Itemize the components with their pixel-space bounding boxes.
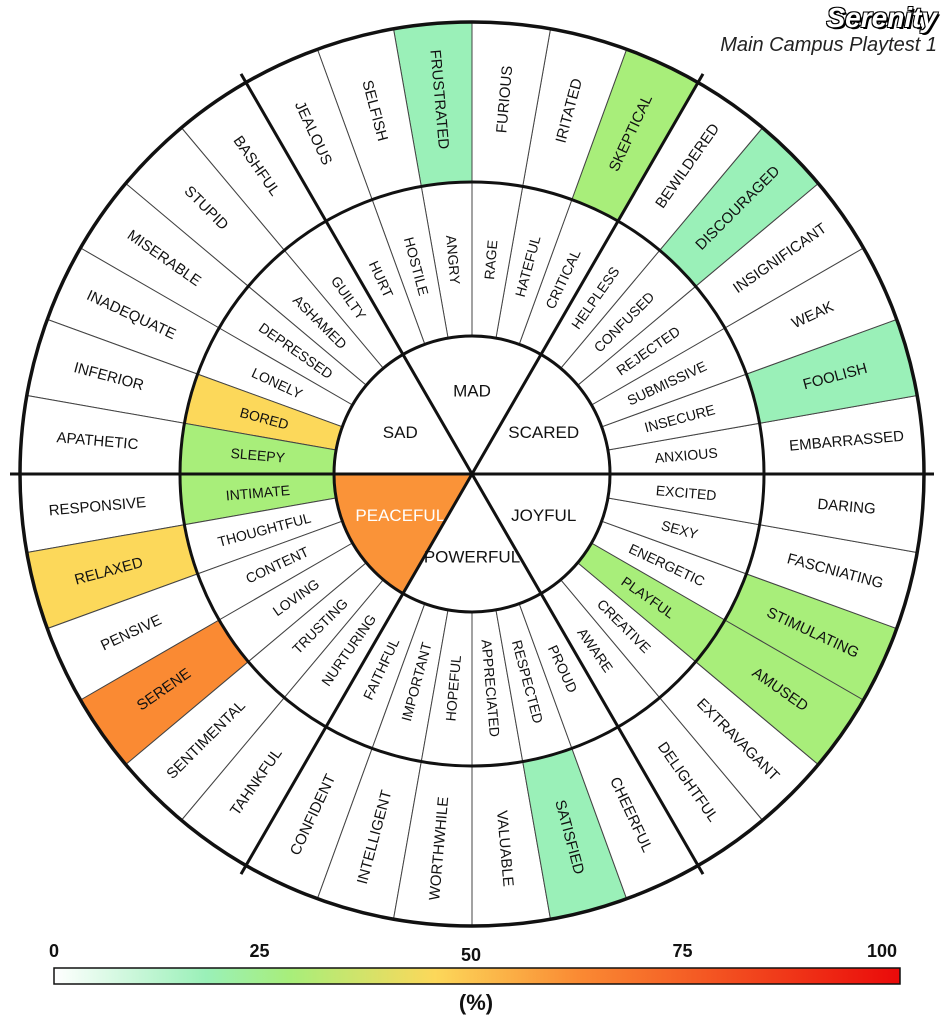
emotion-wheel: RESPONSIVERELAXEDPENSIVESERENESENTIMENTA… [10,20,934,928]
core-label-peaceful: PEACEFUL [355,506,445,525]
scale-tick-label: 25 [249,941,269,961]
core-label-sad: SAD [383,423,418,442]
outer-label-furious: FURIOUS [493,65,516,134]
middle-label-rage: RAGE [481,239,500,280]
middle-label-excited: EXCITED [655,482,717,503]
scale-tick-label: 0 [49,941,59,961]
outer-ring: RESPONSIVERELAXEDPENSIVESERENESENTIMENTA… [19,21,925,927]
core-label-mad: MAD [453,382,491,401]
scale-tick-label: 75 [672,941,692,961]
title-block: Serenity Main Campus Playtest 1 [720,1,938,56]
outer-label-valuable: VALUABLE [493,810,517,888]
core-label-powerful: POWERFUL [424,547,520,566]
middle-label-anxious: ANXIOUS [654,445,718,466]
scale-unit-label: (%) [459,990,493,1015]
chart-title: Serenity [826,1,938,33]
category-divider [470,473,705,875]
color-scale-bar [53,967,901,985]
scale-tick-label: 100 [867,941,897,961]
middle-ring: INTIMATETHOUGHTFULCONTENTLOVINGTRUSTINGN… [179,181,765,767]
middle-label-angry: ANGRY [443,234,463,285]
middle-label-intimate: INTIMATE [225,482,290,504]
outer-label-daring: DARING [817,496,877,518]
category-divider [239,473,474,875]
scale-tick-label: 50 [461,945,481,965]
category-divider [239,73,474,475]
core-label-scared: SCARED [508,423,579,442]
middle-label-sleepy: SLEEPY [230,445,286,466]
core-label-joyful: JOYFUL [511,506,576,525]
color-scale-legend: 0 25 50 75 100 (%) [49,941,901,1015]
category-divider [470,73,705,475]
middle-label-hopeful: HOPEFUL [442,654,464,721]
chart-subtitle: Main Campus Playtest 1 [720,34,937,56]
